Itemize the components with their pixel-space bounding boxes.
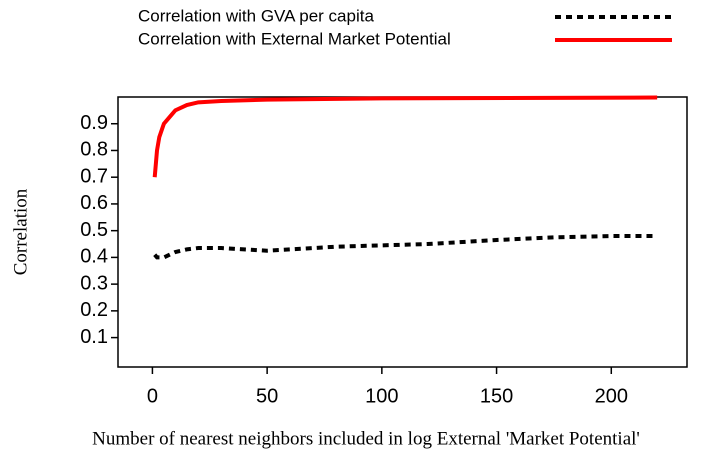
y-tick-label: 0.7 — [80, 165, 108, 187]
y-tick-label: 0.9 — [80, 112, 108, 134]
y-tick-label: 0.3 — [80, 272, 108, 294]
plot-frame — [117, 96, 688, 368]
y-tick-label: 0.8 — [80, 139, 108, 161]
y-axis-label: Correlation — [10, 188, 31, 275]
series-line — [153, 234, 653, 260]
series-line — [152, 95, 658, 178]
legend-label: Correlation with GVA per capita — [138, 6, 374, 25]
x-tick-label: 150 — [480, 385, 513, 407]
x-tick-label: 200 — [595, 385, 628, 407]
y-tick-label: 0.2 — [80, 299, 108, 321]
y-tick-label: 0.1 — [80, 326, 108, 348]
legend-label: Correlation with External Market Potenti… — [138, 29, 451, 48]
y-tick-label: 0.5 — [80, 219, 108, 241]
y-tick-label: 0.4 — [80, 246, 108, 268]
x-tick-label: 100 — [365, 385, 398, 407]
x-tick-label: 50 — [256, 385, 278, 407]
x-axis-label: Number of nearest neighbors included in … — [92, 428, 640, 449]
x-tick-label: 0 — [147, 385, 158, 407]
y-tick-label: 0.6 — [80, 192, 108, 214]
